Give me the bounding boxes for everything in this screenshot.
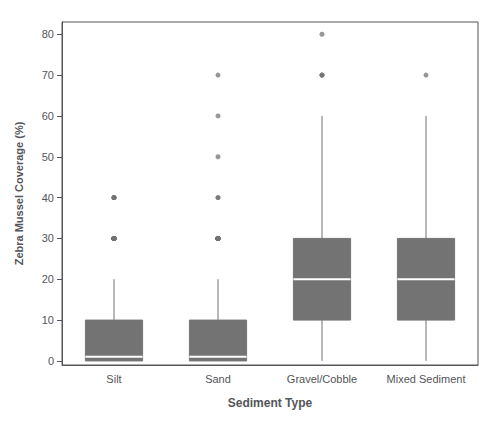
svg-text:Silt: Silt bbox=[106, 373, 121, 385]
svg-text:50: 50 bbox=[42, 151, 54, 163]
svg-text:Sediment Type: Sediment Type bbox=[228, 396, 313, 410]
svg-text:Gravel/Cobble: Gravel/Cobble bbox=[287, 373, 357, 385]
svg-text:Zebra Mussel Coverage (%): Zebra Mussel Coverage (%) bbox=[13, 121, 25, 265]
svg-text:70: 70 bbox=[42, 69, 54, 81]
svg-text:0: 0 bbox=[48, 355, 54, 367]
svg-text:Mixed Sediment: Mixed Sediment bbox=[387, 373, 466, 385]
svg-text:80: 80 bbox=[42, 28, 54, 40]
svg-text:Sand: Sand bbox=[205, 373, 231, 385]
svg-text:60: 60 bbox=[42, 110, 54, 122]
svg-text:10: 10 bbox=[42, 314, 54, 326]
svg-text:30: 30 bbox=[42, 232, 54, 244]
svg-text:20: 20 bbox=[42, 273, 54, 285]
svg-text:40: 40 bbox=[42, 192, 54, 204]
